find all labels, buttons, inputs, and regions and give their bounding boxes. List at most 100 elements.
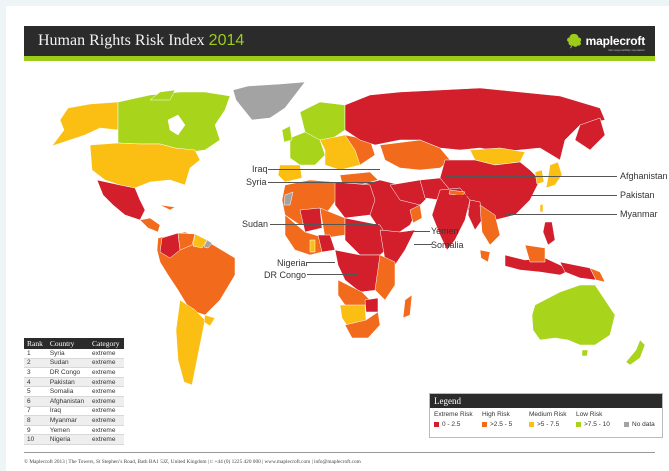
table-row: 5 Somalia extreme bbox=[24, 386, 124, 397]
table-header-row: Rank Country Category bbox=[24, 338, 124, 349]
table-row: 2 Sudan extreme bbox=[24, 358, 124, 369]
header-bar: Human Rights Risk Index 2014 maplecroft … bbox=[24, 26, 655, 56]
table-row: 7 Iraq extreme bbox=[24, 406, 124, 417]
callout-syria: Syria bbox=[246, 177, 267, 187]
category-cell: extreme bbox=[88, 425, 124, 436]
leader-line-nigeria-h bbox=[307, 262, 335, 263]
page-title: Human Rights Risk Index 2014 bbox=[38, 32, 244, 50]
mexico bbox=[96, 179, 146, 221]
column-header-category: Category bbox=[88, 338, 124, 349]
argentina-chile bbox=[175, 299, 206, 386]
category-cell: extreme bbox=[88, 349, 124, 359]
callout-yemen: Yemen bbox=[431, 226, 459, 236]
logo-subtext: risk responsibility reputation bbox=[607, 48, 645, 52]
myanmar bbox=[467, 199, 483, 231]
maplecroft-logo: maplecroft risk responsibility reputatio… bbox=[565, 31, 645, 52]
legend-range: >2.5 - 5 bbox=[490, 421, 513, 428]
leader-line-myanmar bbox=[506, 214, 617, 215]
australia bbox=[531, 284, 616, 346]
column-header-country: Country bbox=[46, 338, 89, 349]
south-africa bbox=[344, 311, 381, 339]
country-cell: DR Congo bbox=[46, 367, 89, 378]
legend-item-high: High Risk >2.5 - 5 bbox=[482, 411, 512, 428]
leader-line-pakistan bbox=[445, 195, 617, 196]
swatch-low-icon bbox=[576, 422, 581, 427]
usa bbox=[89, 142, 201, 189]
png bbox=[589, 267, 606, 283]
country-cell: Syria bbox=[46, 349, 89, 359]
iran bbox=[389, 179, 431, 206]
category-cell: extreme bbox=[88, 367, 124, 378]
rank-cell: 1 bbox=[24, 349, 47, 359]
country-cell: Pakistan bbox=[46, 377, 89, 388]
russia bbox=[344, 87, 606, 161]
colombia bbox=[159, 232, 181, 259]
category-cell: extreme bbox=[88, 377, 124, 388]
indochina bbox=[479, 204, 501, 246]
category-cell: extreme bbox=[88, 358, 124, 369]
country-cell: Afghanistan bbox=[46, 396, 89, 407]
country-cell: Yemen bbox=[46, 425, 89, 436]
rank-cell: 9 bbox=[24, 425, 47, 436]
oman bbox=[409, 204, 423, 224]
country-cell: Sudan bbox=[46, 358, 89, 369]
french-guiana bbox=[203, 239, 213, 249]
east-africa bbox=[374, 254, 396, 301]
rank-cell: 6 bbox=[24, 396, 47, 407]
country-cell: Myanmar bbox=[46, 415, 89, 426]
map-legend: Legend Extreme Risk 0 - 2.5 High Risk >2… bbox=[429, 393, 663, 438]
rank-cell: 5 bbox=[24, 386, 47, 397]
world-map bbox=[51, 81, 646, 386]
callout-drcongo: DR Congo bbox=[264, 270, 307, 280]
callout-iraq: Iraq bbox=[252, 164, 268, 174]
legend-item-nodata: No data bbox=[624, 411, 655, 428]
country-cell: Iraq bbox=[46, 406, 89, 417]
legend-range: No data bbox=[632, 421, 655, 428]
legend-title: Legend bbox=[430, 394, 662, 408]
legend-range: >7.5 - 10 bbox=[584, 421, 610, 428]
callout-nigeria: Nigeria bbox=[277, 258, 306, 268]
new-zealand bbox=[625, 339, 646, 366]
category-cell: extreme bbox=[88, 386, 124, 397]
table-row: 3 DR Congo extreme bbox=[24, 367, 124, 378]
title-text: Human Rights Risk Index bbox=[38, 32, 205, 49]
category-cell: extreme bbox=[88, 406, 124, 417]
legend-heading: Medium Risk bbox=[529, 411, 567, 418]
callout-afghanistan: Afghanistan bbox=[620, 171, 668, 181]
legend-heading: Extreme Risk bbox=[434, 411, 473, 418]
swatch-high-icon bbox=[482, 422, 487, 427]
category-cell: extreme bbox=[88, 434, 124, 445]
legend-range: 0 - 2.5 bbox=[442, 421, 461, 428]
rank-cell: 4 bbox=[24, 377, 47, 388]
swatch-nodata-icon bbox=[624, 422, 629, 427]
table-row: 9 Yemen extreme bbox=[24, 425, 124, 436]
spain bbox=[277, 164, 303, 183]
category-cell: extreme bbox=[88, 415, 124, 426]
nepal bbox=[448, 189, 466, 197]
legend-item-medium: Medium Risk >5 - 7.5 bbox=[529, 411, 567, 428]
maple-leaf-icon bbox=[566, 33, 581, 49]
tasmania bbox=[581, 349, 589, 357]
footer-divider bbox=[24, 452, 655, 453]
legend-heading: Low Risk bbox=[576, 411, 603, 418]
legend-heading bbox=[624, 411, 655, 418]
swatch-extreme-icon bbox=[434, 422, 439, 427]
table-row: 10 Nigeria extreme bbox=[24, 434, 124, 445]
libya-egypt bbox=[334, 181, 376, 219]
table-row: 1 Syria extreme bbox=[24, 349, 124, 359]
leader-line-afghanistan bbox=[445, 176, 617, 177]
leader-line-syria bbox=[268, 182, 376, 183]
leader-line-yemen bbox=[408, 231, 430, 232]
legend-item-extreme: Extreme Risk 0 - 2.5 bbox=[434, 411, 473, 428]
callout-myanmar: Myanmar bbox=[620, 209, 658, 219]
country-cell: Somalia bbox=[46, 386, 89, 397]
rank-cell: 2 bbox=[24, 358, 47, 369]
callout-somalia: Somalia bbox=[431, 240, 464, 250]
rank-cell: 10 bbox=[24, 434, 47, 445]
korea bbox=[534, 169, 545, 185]
guyana bbox=[192, 233, 208, 249]
swatch-medium-icon bbox=[529, 422, 534, 427]
leader-line-sudan bbox=[270, 224, 378, 225]
legend-body: Extreme Risk 0 - 2.5 High Risk >2.5 - 5 … bbox=[430, 408, 662, 437]
legend-item-low: Low Risk >7.5 - 10 bbox=[576, 411, 610, 428]
